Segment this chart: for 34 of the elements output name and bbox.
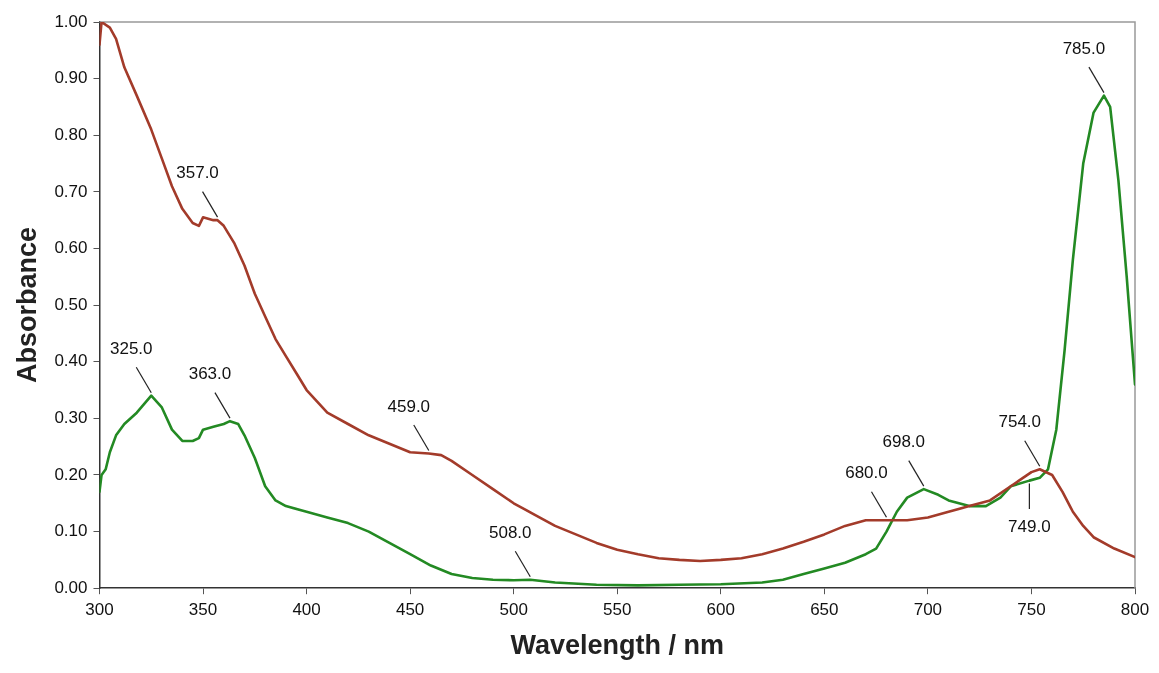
annotation: 357.0 [176,163,219,183]
annotation: 749.0 [1008,516,1051,536]
y-tick-label: 0.40 [54,351,88,371]
x-tick-label: 800 [1120,600,1150,620]
annotation: 363.0 [188,364,232,384]
y-tick-label: 0.20 [54,464,88,484]
x-tick-label: 500 [499,600,528,620]
y-tick-label: 0.50 [54,294,88,314]
y-axis-title: Absorbance [11,227,42,384]
x-axis-title: Wavelength / nm [510,630,725,661]
annotation: 754.0 [998,412,1042,432]
x-tick-label: 700 [913,600,943,620]
annotation: 508.0 [488,522,532,542]
y-tick-label: 0.10 [54,521,88,541]
annotation: 680.0 [845,463,888,483]
y-tick-label: 0.80 [54,124,88,144]
y-tick-label: 0.30 [54,408,88,428]
x-tick-label: 400 [292,600,321,620]
annotation: 785.0 [1062,38,1106,58]
y-tick-label: 0.60 [54,238,88,258]
x-tick-label: 450 [395,600,425,620]
x-tick-label: 750 [1017,600,1046,620]
x-tick-label: 600 [706,600,735,620]
annotation: 459.0 [387,396,431,416]
annotation: 698.0 [882,432,926,452]
x-tick-label: 300 [85,600,114,620]
annotation: 325.0 [109,338,153,358]
y-tick-label: 0.90 [54,68,88,88]
x-tick-label: 550 [603,600,632,620]
x-tick-label: 350 [188,600,218,620]
y-tick-label: 1.00 [54,11,88,31]
y-tick-label: 0.70 [54,181,88,201]
x-tick-label: 650 [810,600,839,620]
y-tick-label: 0.00 [54,577,88,597]
